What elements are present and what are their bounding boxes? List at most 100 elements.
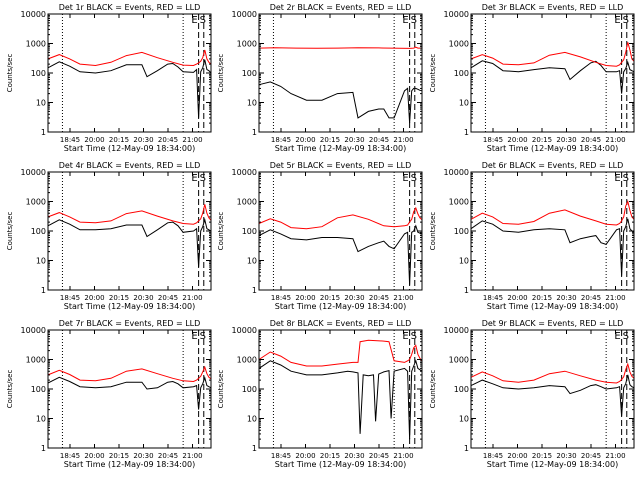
- y-tick-label: 1: [464, 128, 469, 137]
- y-tick-label: 1000: [237, 198, 257, 207]
- x-tick-label: 20:15: [532, 452, 552, 460]
- y-tick-label: 10: [459, 415, 469, 424]
- panel-9: Det 9r BLACK = Events, RED = LLD E S 1 10 100…: [429, 319, 635, 469]
- x-tick-label: 20:00: [295, 136, 315, 144]
- y-tick-label: 1000: [237, 40, 257, 49]
- panel-7: Det 7r BLACK = Events, RED = LLD E S 1 10 100…: [6, 319, 212, 469]
- plot-frame: [47, 171, 212, 291]
- y-tick-label: 1: [252, 128, 257, 137]
- y-tick-label: 10000: [232, 168, 257, 177]
- y-tick-label: 100: [454, 385, 469, 394]
- x-tick-label: 20:00: [507, 452, 527, 460]
- x-tick-label: 20:30: [344, 294, 364, 302]
- series-line-lld: [258, 206, 423, 230]
- x-tick-label: 20:30: [133, 452, 153, 460]
- y-tick-label: 10000: [21, 10, 46, 19]
- y-tick-label: 1: [464, 444, 469, 453]
- series-line-events: [258, 224, 423, 285]
- s-marker-label: S: [200, 15, 206, 26]
- x-axis-label: Start Time (12-May-09 18:34:00): [275, 144, 406, 153]
- x-tick-label: 20:15: [109, 452, 129, 460]
- e-marker-label: E: [402, 173, 408, 184]
- x-tick-label: 20:30: [344, 136, 364, 144]
- plot-frame: [47, 13, 212, 133]
- y-tick-label: 10000: [232, 326, 257, 335]
- x-tick-label: 20:00: [84, 294, 104, 302]
- plot-frame: [258, 171, 423, 291]
- y-tick-label: 1000: [26, 40, 46, 49]
- panel-8: Det 8r BLACK = Events, RED = LLD E S 1 10 100…: [217, 319, 423, 469]
- panel-4: Det 4r BLACK = Events, RED = LLD E S 1 10 100…: [6, 161, 212, 311]
- e-marker-label: E: [402, 15, 408, 26]
- y-tick-label: 100: [31, 227, 46, 236]
- x-tick-label: 21:00: [393, 452, 413, 460]
- y-tick-label: 10: [459, 257, 469, 266]
- panel-title: Det 9r BLACK = Events, RED = LLD: [482, 319, 624, 328]
- y-tick-label: 100: [242, 69, 257, 78]
- panel-5: Det 5r BLACK = Events, RED = LLD E S 1 10 100…: [217, 161, 423, 311]
- y-tick-label: 1: [464, 286, 469, 295]
- y-tick-label: 10000: [444, 326, 469, 335]
- x-tick-label: 20:45: [581, 294, 601, 302]
- x-tick-label: 21:00: [182, 452, 202, 460]
- x-tick-label: 20:15: [320, 452, 340, 460]
- y-tick-label: 10000: [21, 326, 46, 335]
- x-tick-label: 20:30: [556, 136, 576, 144]
- x-tick-label: 18:45: [60, 136, 80, 144]
- x-axis-label: Start Time (12-May-09 18:34:00): [487, 144, 618, 153]
- y-axis-label: Counts/sec: [429, 212, 437, 251]
- y-axis-label: Counts/sec: [217, 54, 225, 93]
- y-tick-label: 10: [247, 257, 257, 266]
- y-axis-label: Counts/sec: [429, 370, 437, 409]
- y-axis-label: Counts/sec: [6, 370, 14, 409]
- x-tick-label: 18:45: [483, 136, 503, 144]
- series-line-events: [47, 376, 212, 410]
- x-tick-label: 21:00: [393, 136, 413, 144]
- panel-2: Det 2r BLACK = Events, RED = LLD E S 1 10 100…: [217, 3, 423, 153]
- x-tick-label: 20:15: [532, 136, 552, 144]
- x-tick-label: 20:30: [556, 294, 576, 302]
- x-tick-label: 20:30: [344, 452, 364, 460]
- series-line-events: [470, 60, 635, 94]
- y-tick-label: 1: [252, 286, 257, 295]
- series-line-lld: [258, 46, 422, 49]
- x-tick-label: 18:45: [483, 294, 503, 302]
- x-tick-label: 20:15: [320, 294, 340, 302]
- x-axis-label: Start Time (12-May-09 18:34:00): [275, 460, 406, 469]
- s-marker-label: S: [200, 173, 206, 184]
- x-tick-label: 20:00: [84, 136, 104, 144]
- y-tick-label: 10000: [232, 10, 257, 19]
- x-tick-label: 20:45: [581, 136, 601, 144]
- y-tick-label: 1000: [449, 356, 469, 365]
- x-tick-label: 21:00: [605, 294, 625, 302]
- x-tick-label: 20:15: [320, 136, 340, 144]
- x-axis-label: Start Time (12-May-09 18:34:00): [487, 460, 618, 469]
- x-tick-label: 20:45: [158, 452, 178, 460]
- x-tick-label: 18:45: [271, 294, 291, 302]
- series-line-lld: [47, 49, 212, 67]
- x-tick-label: 20:00: [295, 452, 315, 460]
- s-marker-label: S: [411, 173, 417, 184]
- y-tick-label: 10: [36, 415, 46, 424]
- y-tick-label: 100: [31, 69, 46, 78]
- y-tick-label: 10: [247, 415, 257, 424]
- panel-title: Det 8r BLACK = Events, RED = LLD: [270, 319, 412, 328]
- plot-frame: [258, 13, 423, 133]
- panel-title: Det 5r BLACK = Events, RED = LLD: [270, 161, 412, 170]
- plot-frame: [47, 329, 212, 449]
- y-tick-label: 1000: [449, 40, 469, 49]
- x-tick-label: 18:45: [483, 452, 503, 460]
- e-marker-label: E: [191, 173, 197, 184]
- x-tick-label: 20:00: [84, 452, 104, 460]
- x-tick-label: 20:45: [158, 136, 178, 144]
- y-tick-label: 1000: [26, 198, 46, 207]
- y-axis-label: Counts/sec: [217, 370, 225, 409]
- x-tick-label: 20:45: [369, 136, 389, 144]
- y-axis-label: Counts/sec: [6, 212, 14, 251]
- y-tick-label: 10: [247, 99, 257, 108]
- e-marker-label: E: [614, 15, 620, 26]
- x-axis-label: Start Time (12-May-09 18:34:00): [64, 460, 195, 469]
- series-line-lld: [47, 204, 212, 225]
- x-tick-label: 21:00: [605, 452, 625, 460]
